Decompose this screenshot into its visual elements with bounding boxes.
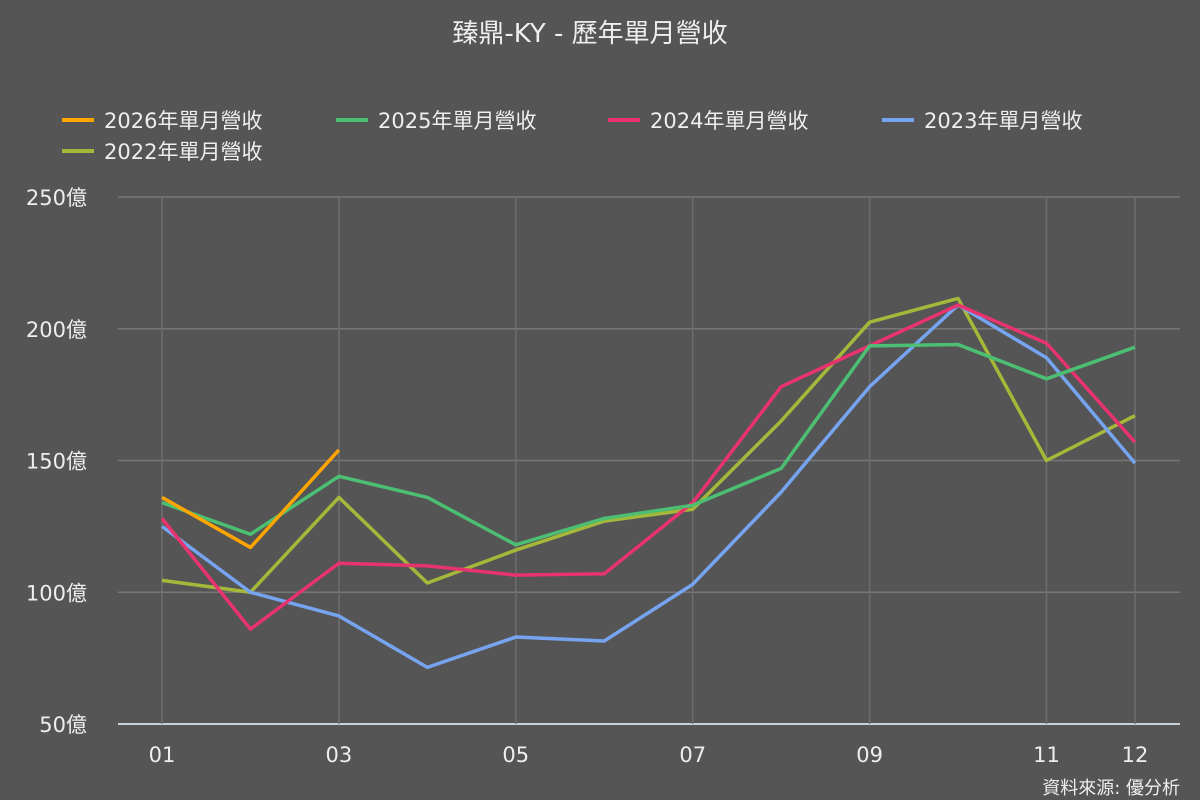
y-axis: 50億 100億 150億 200億 250億 xyxy=(26,186,87,737)
legend-item-2024[interactable]: 2024年單月營收 xyxy=(608,109,808,133)
grid xyxy=(118,196,1180,725)
x-tick-label: 09 xyxy=(856,743,883,767)
y-tick-label: 250億 xyxy=(26,186,87,210)
y-tick-label: 150億 xyxy=(26,450,87,474)
y-tick-label: 200億 xyxy=(26,318,87,342)
legend: 2026年單月營收 2025年單月營收 2024年單月營收 2023年單月營收 2022… xyxy=(62,109,1082,164)
x-tick-label: 12 xyxy=(1122,743,1149,767)
y-tick-label: 100億 xyxy=(26,581,87,605)
series-line-2026 xyxy=(161,448,341,550)
legend-label: 2025年單月營收 xyxy=(378,109,536,133)
legend-label: 2024年單月營收 xyxy=(650,109,808,133)
x-axis: 01 03 05 07 09 11 12 xyxy=(149,743,1149,767)
series-line-2022 xyxy=(161,296,1136,594)
x-tick-label: 05 xyxy=(502,743,529,767)
x-tick-label: 01 xyxy=(149,743,176,767)
legend-item-2026[interactable]: 2026年單月營收 xyxy=(62,109,262,133)
series-lines xyxy=(160,296,1137,670)
series-line-2025 xyxy=(161,342,1136,547)
series-line-2024 xyxy=(160,303,1137,631)
y-tick-label: 50億 xyxy=(39,713,87,737)
x-tick-label: 11 xyxy=(1033,743,1060,767)
legend-item-2023[interactable]: 2023年單月營收 xyxy=(882,109,1082,133)
x-tick-label: 07 xyxy=(679,743,706,767)
chart-title: 臻鼎-KY - 歷年單月營收 xyxy=(452,19,727,49)
x-tick-label: 03 xyxy=(326,743,353,767)
legend-label: 2026年單月營收 xyxy=(104,109,262,133)
legend-label: 2022年單月營收 xyxy=(104,140,262,164)
series-line-2023 xyxy=(160,303,1137,670)
legend-item-2025[interactable]: 2025年單月營收 xyxy=(336,109,536,133)
source-label: 資料來源: 優分析 xyxy=(1042,778,1180,799)
legend-label: 2023年單月營收 xyxy=(924,109,1082,133)
legend-item-2022[interactable]: 2022年單月營收 xyxy=(62,140,262,164)
